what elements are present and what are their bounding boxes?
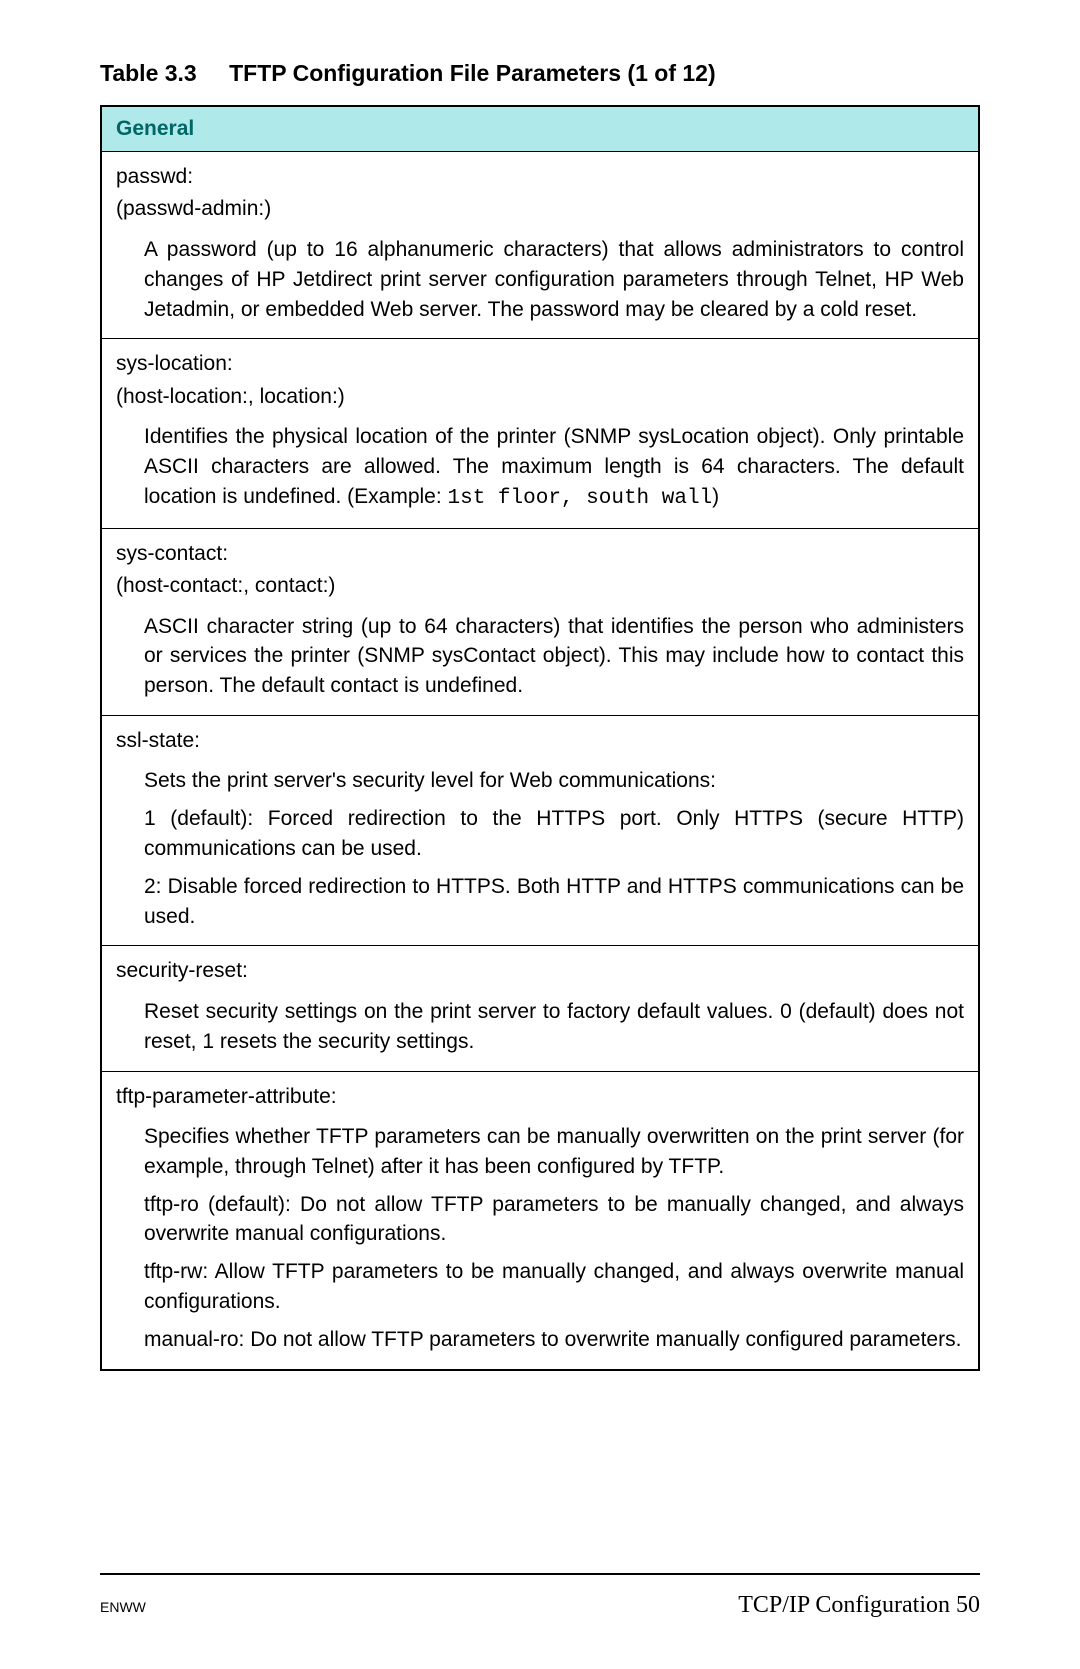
param-description-paragraph: Specifies whether TFTP parameters can be… xyxy=(144,1122,964,1182)
table-row: tftp-parameter-attribute: Specifies wheth… xyxy=(102,1072,978,1369)
footer-rule xyxy=(100,1573,980,1575)
param-name: (host-location:, location:) xyxy=(116,382,964,412)
footer-page-number: 50 xyxy=(956,1592,980,1618)
param-description-paragraph: manual-ro: Do not allow TFTP parameters … xyxy=(144,1325,964,1355)
param-description-paragraph: A password (up to 16 alphanumeric charac… xyxy=(144,235,964,324)
desc-text: ) xyxy=(712,485,719,508)
table-title: TFTP Configuration File Parameters (1 of… xyxy=(229,60,716,87)
param-name: passwd: xyxy=(116,162,964,192)
param-description-paragraph: 1 (default): Forced redirection to the H… xyxy=(144,804,964,864)
table-row: sys-contact:(host-contact:, contact:) ASC… xyxy=(102,529,978,716)
footer-right-text: TCP/IP Configuration 50 xyxy=(738,1592,980,1619)
param-name: tftp-parameter-attribute: xyxy=(116,1082,964,1112)
param-description-paragraph: tftp-ro (default): Do not allow TFTP par… xyxy=(144,1190,964,1250)
table-number: Table 3.3 xyxy=(100,60,197,87)
param-description: Sets the print server's security level f… xyxy=(116,758,964,931)
footer-left-text: ENWW xyxy=(100,1599,146,1615)
param-name: security-reset: xyxy=(116,956,964,986)
param-name: sys-contact: xyxy=(116,539,964,569)
param-description-paragraph: Sets the print server's security level f… xyxy=(144,766,964,796)
table-row: security-reset: Reset security settings o… xyxy=(102,946,978,1071)
table-row: passwd:(passwd-admin:) A password (up to … xyxy=(102,152,978,339)
param-name: (passwd-admin:) xyxy=(116,194,964,224)
table-row: sys-location:(host-location:, location:)… xyxy=(102,339,978,528)
param-description: ASCII character string (up to 64 charact… xyxy=(116,604,964,701)
param-description: Identifies the physical location of the … xyxy=(116,414,964,513)
param-description-paragraph: tftp-rw: Allow TFTP parameters to be man… xyxy=(144,1257,964,1317)
mono-text: 1st floor, south wall xyxy=(448,487,713,510)
param-name: sys-location: xyxy=(116,349,964,379)
param-description-paragraph: 2: Disable forced redirection to HTTPS. … xyxy=(144,872,964,932)
param-description-paragraph: Reset security settings on the print ser… xyxy=(144,997,964,1057)
section-header-label: General xyxy=(116,117,194,140)
section-header-general: General xyxy=(102,107,978,152)
param-description: Specifies whether TFTP parameters can be… xyxy=(116,1114,964,1355)
page-footer: ENWW TCP/IP Configuration 50 xyxy=(100,1592,980,1619)
table-row: ssl-state: Sets the print server's securi… xyxy=(102,716,978,947)
param-name: ssl-state: xyxy=(116,726,964,756)
param-description-paragraph: ASCII character string (up to 64 charact… xyxy=(144,612,964,701)
param-description-paragraph: Identifies the physical location of the … xyxy=(144,422,964,513)
param-description: Reset security settings on the print ser… xyxy=(116,989,964,1057)
table-caption: Table 3.3 TFTP Configuration File Parame… xyxy=(100,60,980,87)
footer-section-title: TCP/IP Configuration xyxy=(738,1592,950,1618)
param-description: A password (up to 16 alphanumeric charac… xyxy=(116,227,964,324)
param-name: (host-contact:, contact:) xyxy=(116,571,964,601)
config-table: General passwd:(passwd-admin:) A password… xyxy=(100,105,980,1371)
table-rows-container: passwd:(passwd-admin:) A password (up to … xyxy=(102,152,978,1369)
